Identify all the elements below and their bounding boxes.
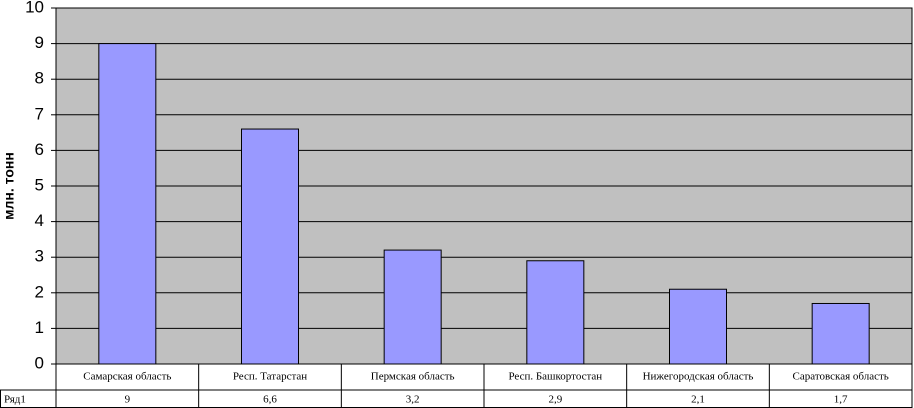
bar: [811, 302, 870, 365]
value-label: 2,9: [548, 394, 562, 406]
y-tick-label: 9: [35, 33, 44, 52]
y-tick-label: 10: [25, 0, 44, 16]
y-tick-label: 3: [35, 247, 44, 266]
x-tick-label: Нижегородская область: [643, 371, 754, 383]
y-tick-label: 8: [35, 69, 44, 88]
bar: [98, 43, 157, 365]
value-label: 3,2: [406, 394, 420, 406]
y-tick-label: 7: [35, 104, 44, 123]
y-axis-label: млн. тонн: [1, 152, 17, 220]
series-name: Ряд1: [4, 394, 26, 406]
x-tick-label: Пермская область: [371, 371, 455, 383]
bar: [241, 128, 299, 365]
bar: [383, 249, 442, 365]
y-tick-label: 6: [35, 140, 44, 159]
x-tick-label: Саратовская область: [793, 371, 889, 383]
x-tick-label: Респ. Башкортостан: [508, 371, 602, 383]
bar: [526, 260, 585, 365]
y-tick-label: 2: [35, 282, 44, 301]
y-tick-label: 1: [35, 318, 44, 337]
value-label: 9: [125, 394, 131, 406]
value-label: 2,1: [691, 394, 705, 406]
value-label: 6,6: [263, 394, 277, 406]
x-tick-label: Самарская область: [83, 371, 171, 383]
y-tick-label: 0: [35, 353, 44, 372]
x-tick-label: Респ. Татарстан: [233, 371, 307, 383]
y-tick-label: 5: [35, 175, 44, 194]
y-tick-label: 4: [35, 211, 44, 230]
bar: [669, 288, 727, 365]
value-label: 1,7: [834, 394, 848, 406]
